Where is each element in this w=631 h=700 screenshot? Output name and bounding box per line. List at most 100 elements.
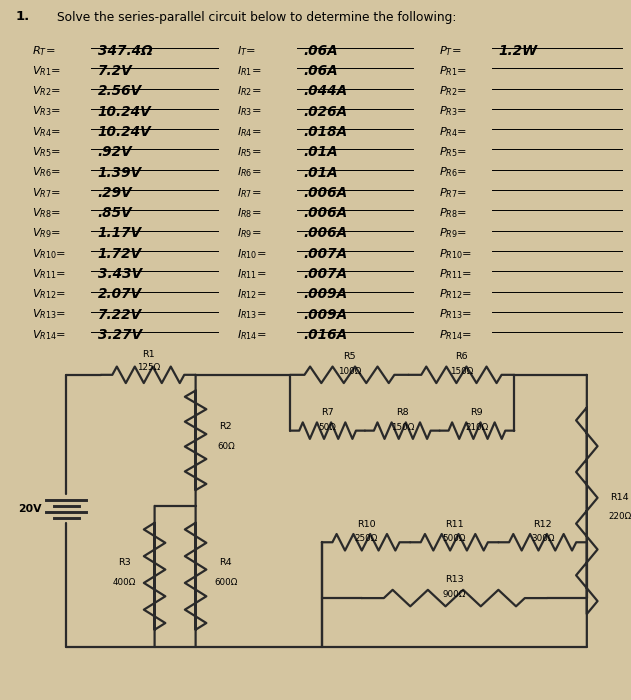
Text: 500Ω: 500Ω (442, 534, 466, 543)
Text: $I_{R12}$=: $I_{R12}$= (237, 288, 268, 301)
Text: 300Ω: 300Ω (531, 534, 555, 543)
Text: $I_{R2}$=: $I_{R2}$= (237, 85, 262, 98)
Text: 400Ω: 400Ω (112, 578, 136, 587)
Text: 220Ω: 220Ω (608, 512, 631, 521)
Text: $V_{R11}$=: $V_{R11}$= (32, 267, 67, 281)
Text: $I_{R13}$=: $I_{R13}$= (237, 308, 268, 321)
Text: $P_{R10}$=: $P_{R10}$= (439, 247, 473, 260)
Text: R12: R12 (533, 519, 552, 528)
Text: 3.27V: 3.27V (98, 328, 142, 342)
Text: .006A: .006A (303, 227, 347, 241)
Text: .01A: .01A (303, 166, 338, 180)
Text: 347.4Ω: 347.4Ω (98, 43, 153, 58)
Text: 7.22V: 7.22V (98, 308, 142, 322)
Text: .026A: .026A (303, 104, 347, 118)
Text: 900Ω: 900Ω (442, 590, 466, 599)
Text: 1.17V: 1.17V (98, 227, 142, 241)
Text: 1.: 1. (16, 10, 30, 24)
Text: R6: R6 (455, 352, 468, 361)
Text: $I_{R10}$=: $I_{R10}$= (237, 247, 268, 260)
Text: $I_{R1}$=: $I_{R1}$= (237, 64, 262, 78)
Text: $V_{R8}$=: $V_{R8}$= (32, 206, 62, 220)
Text: $V_{R12}$=: $V_{R12}$= (32, 288, 67, 301)
Text: $P_{R13}$=: $P_{R13}$= (439, 308, 473, 321)
Text: .29V: .29V (98, 186, 133, 200)
Text: 2.56V: 2.56V (98, 85, 142, 99)
Text: .85V: .85V (98, 206, 133, 220)
Text: .007A: .007A (303, 267, 347, 281)
Text: .06A: .06A (303, 64, 338, 78)
Text: $I_{R4}$=: $I_{R4}$= (237, 125, 262, 139)
Text: $V_{R5}$=: $V_{R5}$= (32, 146, 62, 159)
Text: 150Ω: 150Ω (450, 367, 473, 376)
Text: R4: R4 (220, 558, 232, 567)
Text: $P_{R3}$=: $P_{R3}$= (439, 104, 468, 118)
Text: 3.43V: 3.43V (98, 267, 142, 281)
Text: 1.39V: 1.39V (98, 166, 142, 180)
Text: $P_{R11}$=: $P_{R11}$= (439, 267, 473, 281)
Text: 250Ω: 250Ω (354, 534, 378, 543)
Text: .01A: .01A (303, 146, 338, 160)
Text: $I_{R9}$=: $I_{R9}$= (237, 227, 262, 240)
Text: $R_{T}$=: $R_{T}$= (32, 43, 56, 57)
Text: R1: R1 (142, 350, 155, 359)
Text: 10.24V: 10.24V (98, 125, 151, 139)
Text: $I_{R11}$=: $I_{R11}$= (237, 267, 268, 281)
Text: $P_{R12}$=: $P_{R12}$= (439, 288, 473, 301)
Text: R10: R10 (357, 519, 375, 528)
Text: $V_{R10}$=: $V_{R10}$= (32, 247, 67, 260)
Text: 7.2V: 7.2V (98, 64, 133, 78)
Text: $P_{R2}$=: $P_{R2}$= (439, 85, 468, 98)
Text: $V_{R7}$=: $V_{R7}$= (32, 186, 62, 200)
Text: $I_{R5}$=: $I_{R5}$= (237, 146, 262, 159)
Text: R8: R8 (396, 408, 409, 417)
Text: R5: R5 (343, 352, 356, 361)
Text: $V_{R6}$=: $V_{R6}$= (32, 166, 62, 179)
Text: $P_{R4}$=: $P_{R4}$= (439, 125, 468, 139)
Text: $P_{R14}$=: $P_{R14}$= (439, 328, 473, 342)
Text: 1.72V: 1.72V (98, 247, 142, 261)
Text: Solve the series-parallel circuit below to determine the following:: Solve the series-parallel circuit below … (57, 10, 456, 24)
Text: $I_{R8}$=: $I_{R8}$= (237, 206, 262, 220)
Text: .044A: .044A (303, 85, 347, 99)
Text: $V_{R14}$=: $V_{R14}$= (32, 328, 67, 342)
Text: 150Ω: 150Ω (391, 423, 414, 432)
Text: $V_{R9}$=: $V_{R9}$= (32, 227, 62, 240)
Text: 50Ω: 50Ω (319, 423, 336, 432)
Text: R3: R3 (118, 558, 131, 567)
Text: 600Ω: 600Ω (214, 578, 238, 587)
Text: .06A: .06A (303, 43, 338, 58)
Text: $I_{R7}$=: $I_{R7}$= (237, 186, 262, 200)
Text: 210Ω: 210Ω (465, 423, 488, 432)
Text: $V_{R4}$=: $V_{R4}$= (32, 125, 62, 139)
Text: R9: R9 (471, 408, 483, 417)
Text: 100Ω: 100Ω (338, 367, 361, 376)
Text: $V_{R13}$=: $V_{R13}$= (32, 308, 67, 321)
Text: .016A: .016A (303, 328, 347, 342)
Text: R14: R14 (610, 493, 629, 502)
Text: 1.2W: 1.2W (498, 43, 538, 58)
Text: $P_{R5}$=: $P_{R5}$= (439, 146, 468, 159)
Text: 60Ω: 60Ω (217, 442, 235, 451)
Text: $V_{R1}$=: $V_{R1}$= (32, 64, 62, 78)
Text: 2.07V: 2.07V (98, 288, 142, 301)
Text: $I_{R14}$=: $I_{R14}$= (237, 328, 268, 342)
Text: R7: R7 (321, 408, 334, 417)
Text: R2: R2 (220, 422, 232, 431)
Text: .006A: .006A (303, 206, 347, 220)
Text: $P_{R7}$=: $P_{R7}$= (439, 186, 468, 200)
Text: $I_{R6}$=: $I_{R6}$= (237, 166, 262, 179)
Text: $I_{T}$=: $I_{T}$= (237, 43, 257, 57)
Text: .009A: .009A (303, 308, 347, 322)
Text: .007A: .007A (303, 247, 347, 261)
Text: $V_{R3}$=: $V_{R3}$= (32, 104, 62, 118)
Text: .92V: .92V (98, 146, 133, 160)
Text: $P_{R9}$=: $P_{R9}$= (439, 227, 468, 240)
Text: $P_{R8}$=: $P_{R8}$= (439, 206, 468, 220)
Text: $P_{R6}$=: $P_{R6}$= (439, 166, 468, 179)
Text: 20V: 20V (18, 504, 42, 514)
Text: R13: R13 (445, 575, 464, 584)
Text: $P_{T}$=: $P_{T}$= (439, 43, 462, 57)
Text: $V_{R2}$=: $V_{R2}$= (32, 85, 62, 98)
Text: 10.24V: 10.24V (98, 104, 151, 118)
